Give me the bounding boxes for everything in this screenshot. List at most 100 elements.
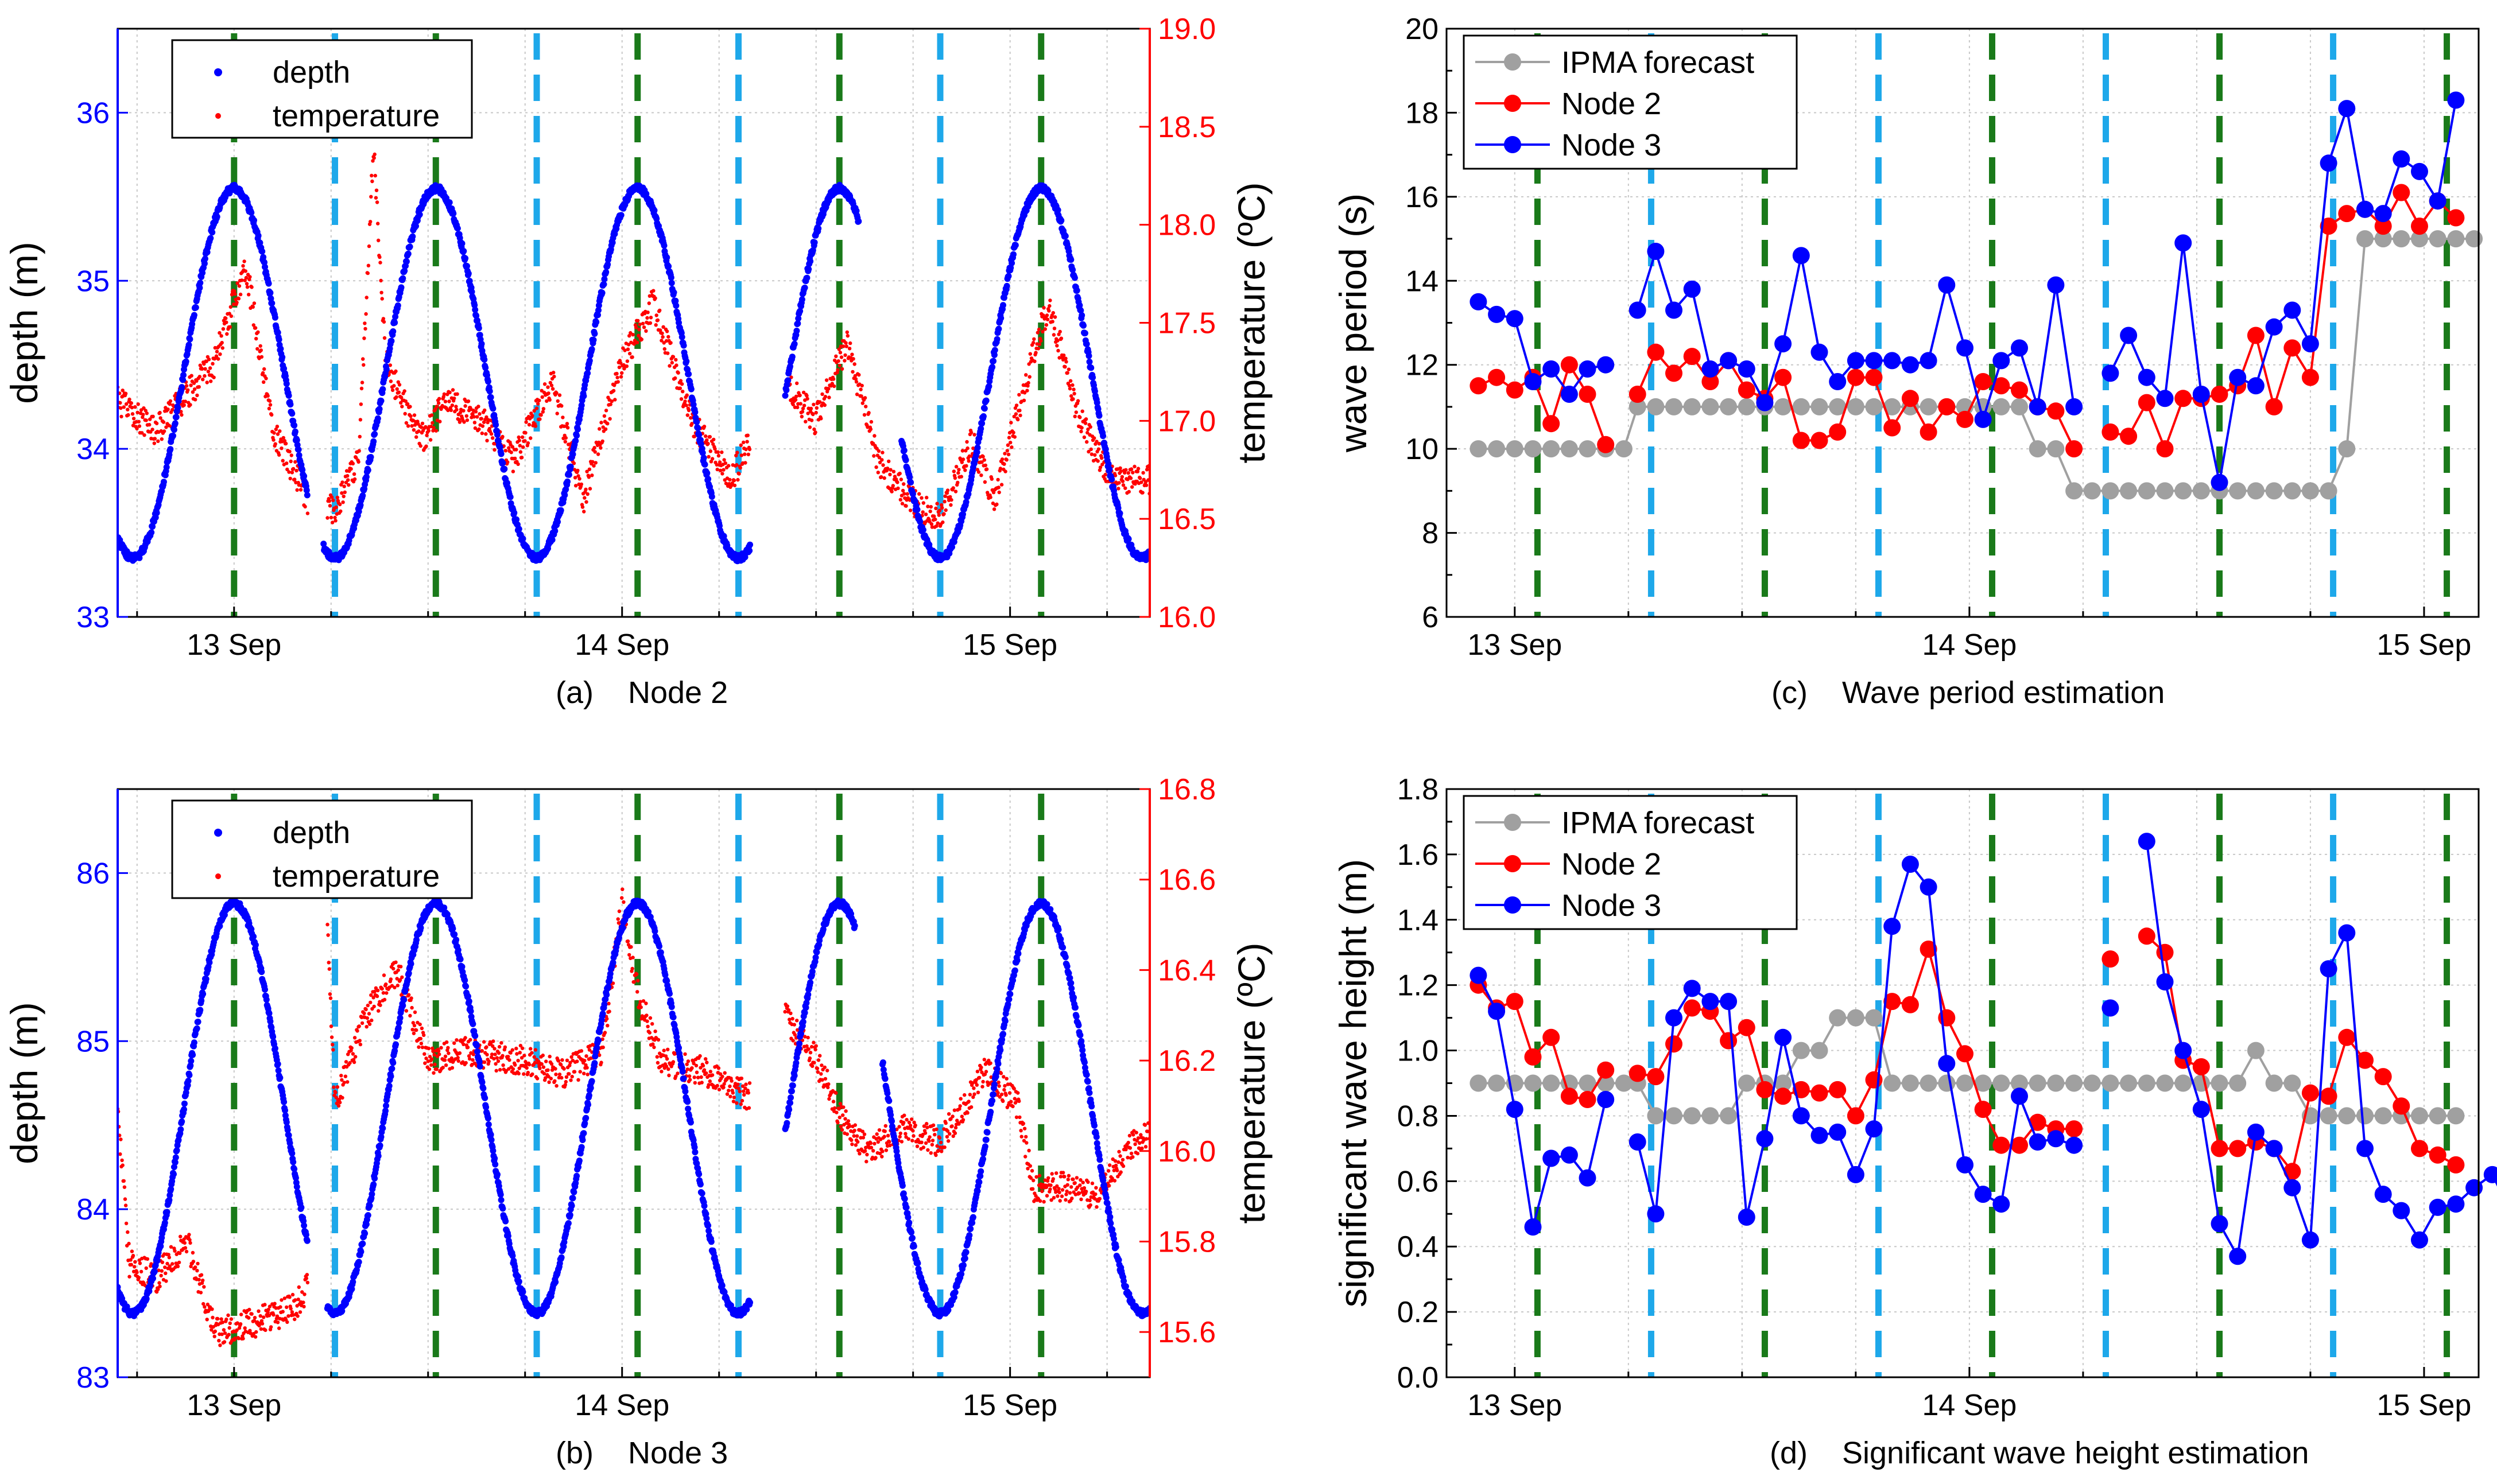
temperature-point	[1134, 1131, 1138, 1135]
y-tick-label: 35	[76, 265, 110, 298]
temperature-point	[887, 459, 891, 464]
temperature-point	[237, 284, 242, 288]
temperature-point	[288, 1295, 292, 1299]
temperature-point	[812, 1040, 816, 1045]
temperature-point	[745, 440, 749, 444]
temperature-point	[839, 1124, 843, 1129]
temperature-point	[1131, 1133, 1135, 1137]
temperature-point	[540, 1062, 544, 1066]
depth-point	[277, 345, 284, 352]
temperature-point	[808, 425, 812, 429]
temperature-point	[809, 1044, 814, 1049]
temperature-point	[990, 477, 994, 481]
temperature-point	[158, 410, 162, 415]
temperature-point	[516, 1059, 520, 1063]
temperature-point	[732, 1095, 736, 1100]
depth-point	[908, 479, 914, 486]
temperature-point	[518, 450, 523, 454]
temperature-point	[644, 1001, 648, 1005]
temperature-point	[1112, 1168, 1116, 1172]
depth-point	[287, 401, 294, 408]
temperature-point	[378, 1003, 382, 1007]
depth-point	[454, 225, 461, 232]
depth-point	[148, 529, 155, 536]
temperature-point	[1084, 417, 1088, 421]
temperature-point	[934, 1153, 938, 1157]
temperature-point	[420, 1026, 424, 1031]
temperature-point	[1080, 426, 1084, 430]
temperature-point	[1022, 1126, 1027, 1131]
temperature-point	[975, 1083, 979, 1087]
temperature-point	[495, 1056, 499, 1060]
temperature-point	[156, 439, 160, 443]
depth-point	[170, 426, 177, 433]
temperature-point	[735, 1101, 739, 1105]
temperature-point	[860, 1129, 865, 1133]
temperature-point	[1145, 468, 1149, 472]
temperature-point	[452, 1041, 456, 1045]
temperature-point	[569, 1078, 573, 1082]
temperature-point	[555, 1084, 559, 1088]
temperature-point	[638, 1000, 642, 1004]
temperature-point	[937, 513, 941, 517]
temperature-point	[201, 1279, 205, 1283]
temperature-point	[720, 472, 724, 476]
temperature-point	[1038, 1199, 1042, 1203]
temperature-point	[245, 282, 249, 286]
temperature-point	[419, 1042, 424, 1046]
temperature-point	[119, 414, 123, 419]
temperature-point	[963, 468, 967, 472]
temperature-point	[613, 398, 617, 402]
temperature-point	[496, 1059, 501, 1063]
temperature-point	[743, 1086, 747, 1090]
temperature-point	[601, 1045, 605, 1050]
temperature-point	[907, 1120, 912, 1125]
temperature-point	[825, 1069, 829, 1073]
temperature-point	[1120, 479, 1125, 483]
depth-point	[519, 535, 526, 542]
temperature-point	[122, 405, 126, 409]
temperature-point	[1018, 1115, 1022, 1120]
temperature-point	[832, 1106, 837, 1110]
depth-point	[1105, 460, 1112, 467]
temperature-point	[687, 1074, 692, 1078]
temperature-point	[507, 1067, 511, 1071]
temperature-point	[1120, 475, 1125, 479]
depth-point	[1089, 374, 1096, 381]
temperature-point	[157, 1281, 161, 1285]
temperature-point	[881, 463, 885, 467]
temperature-point	[521, 445, 525, 449]
temperature-point	[501, 1063, 505, 1067]
depth-point	[853, 207, 860, 214]
temperature-point	[126, 407, 130, 411]
temperature-point	[873, 434, 877, 438]
temperature-point	[678, 386, 683, 390]
temperature-point	[227, 312, 231, 316]
depth-point	[917, 518, 924, 525]
temperature-point	[862, 413, 867, 417]
temperature-point	[950, 1124, 954, 1128]
temperature-point	[665, 329, 669, 333]
temperature-point	[805, 394, 809, 398]
temperature-point	[490, 1052, 494, 1056]
temperature-point	[250, 1312, 254, 1316]
temperature-point	[262, 367, 266, 371]
temperature-point	[378, 255, 382, 259]
temperature-point	[296, 1314, 300, 1318]
temperature-point	[635, 990, 639, 994]
temperature-point	[801, 390, 806, 395]
temperature-point	[854, 380, 859, 384]
depth-point	[293, 437, 300, 444]
temperature-point	[119, 1137, 123, 1141]
temperature-point	[370, 179, 374, 184]
temperature-point	[509, 450, 513, 454]
temperature-point	[687, 408, 691, 413]
depth-point	[690, 401, 697, 408]
temperature-point	[975, 1070, 980, 1074]
temperature-point	[223, 1331, 227, 1335]
temperature-point	[1052, 1196, 1056, 1200]
temperature-point	[960, 1114, 964, 1118]
temperature-point	[853, 374, 858, 378]
depth-point	[493, 421, 499, 428]
depth-point	[593, 318, 600, 325]
